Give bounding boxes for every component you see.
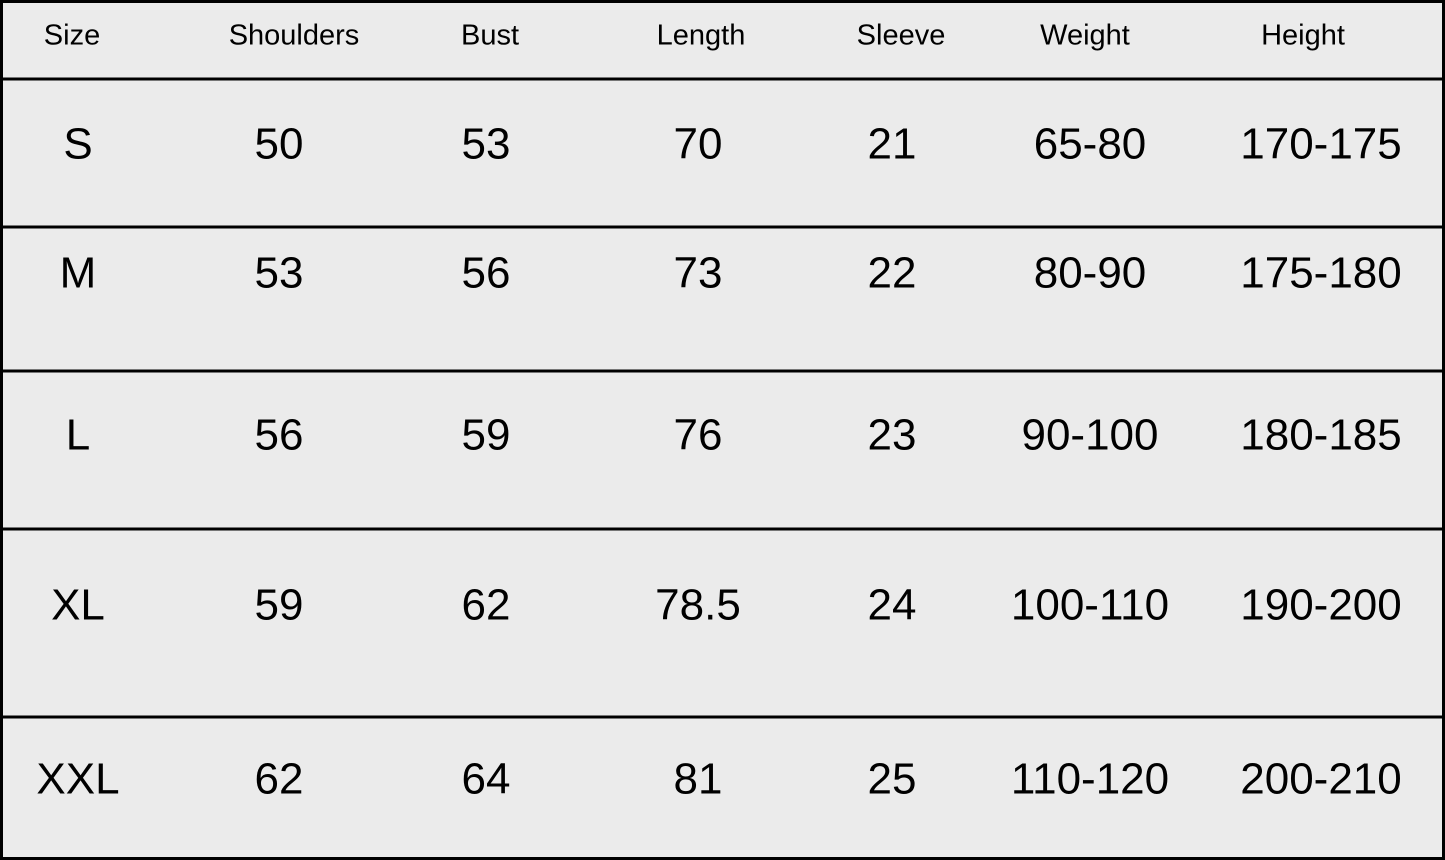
table-cell: 80-90 <box>1034 249 1147 298</box>
header-cell: Sleeve <box>857 20 946 52</box>
table-cell: 21 <box>868 120 917 169</box>
table-cell: L <box>66 411 90 460</box>
table-cell: 24 <box>868 581 917 630</box>
table-cell: 180-185 <box>1240 411 1401 460</box>
table-cell: 73 <box>674 249 723 298</box>
table-cell: 22 <box>868 249 917 298</box>
table-cell: 110-120 <box>1011 755 1169 804</box>
table-cell: 65-80 <box>1034 120 1147 169</box>
table-cell: 56 <box>462 249 511 298</box>
table-cell: XL <box>51 581 105 630</box>
table-cell: XXL <box>36 755 119 804</box>
table-cell: 62 <box>462 581 511 630</box>
table-cell: 170-175 <box>1240 120 1401 169</box>
table-cell: 90-100 <box>1021 411 1158 460</box>
table-cell: 50 <box>255 120 304 169</box>
table-cell: 53 <box>462 120 511 169</box>
table-cell: M <box>60 249 97 298</box>
table-cell: 56 <box>255 411 304 460</box>
header-cell: Size <box>44 20 100 52</box>
table-cell: 59 <box>255 581 304 630</box>
table-cell: 81 <box>674 755 723 804</box>
header-cell: Shoulders <box>229 20 360 52</box>
table-cell: 175-180 <box>1240 249 1401 298</box>
table-cell: 25 <box>868 755 917 804</box>
table-cell: 64 <box>462 755 511 804</box>
table-cell: S <box>63 120 92 169</box>
table-cell: 200-210 <box>1240 755 1401 804</box>
header-cell: Length <box>657 20 746 52</box>
table-cell: 190-200 <box>1240 581 1401 630</box>
header-cell: Bust <box>461 20 519 52</box>
table-cell: 76 <box>674 411 723 460</box>
table-cell: 100-110 <box>1011 581 1169 630</box>
header-cell: Height <box>1261 20 1345 52</box>
header-cell: Weight <box>1040 20 1130 52</box>
table-cell: 62 <box>255 755 304 804</box>
table-cell: 78.5 <box>655 581 741 630</box>
table-cell: 70 <box>674 120 723 169</box>
table-cell: 59 <box>462 411 511 460</box>
table-cell: 53 <box>255 249 304 298</box>
table-cell: 23 <box>868 411 917 460</box>
